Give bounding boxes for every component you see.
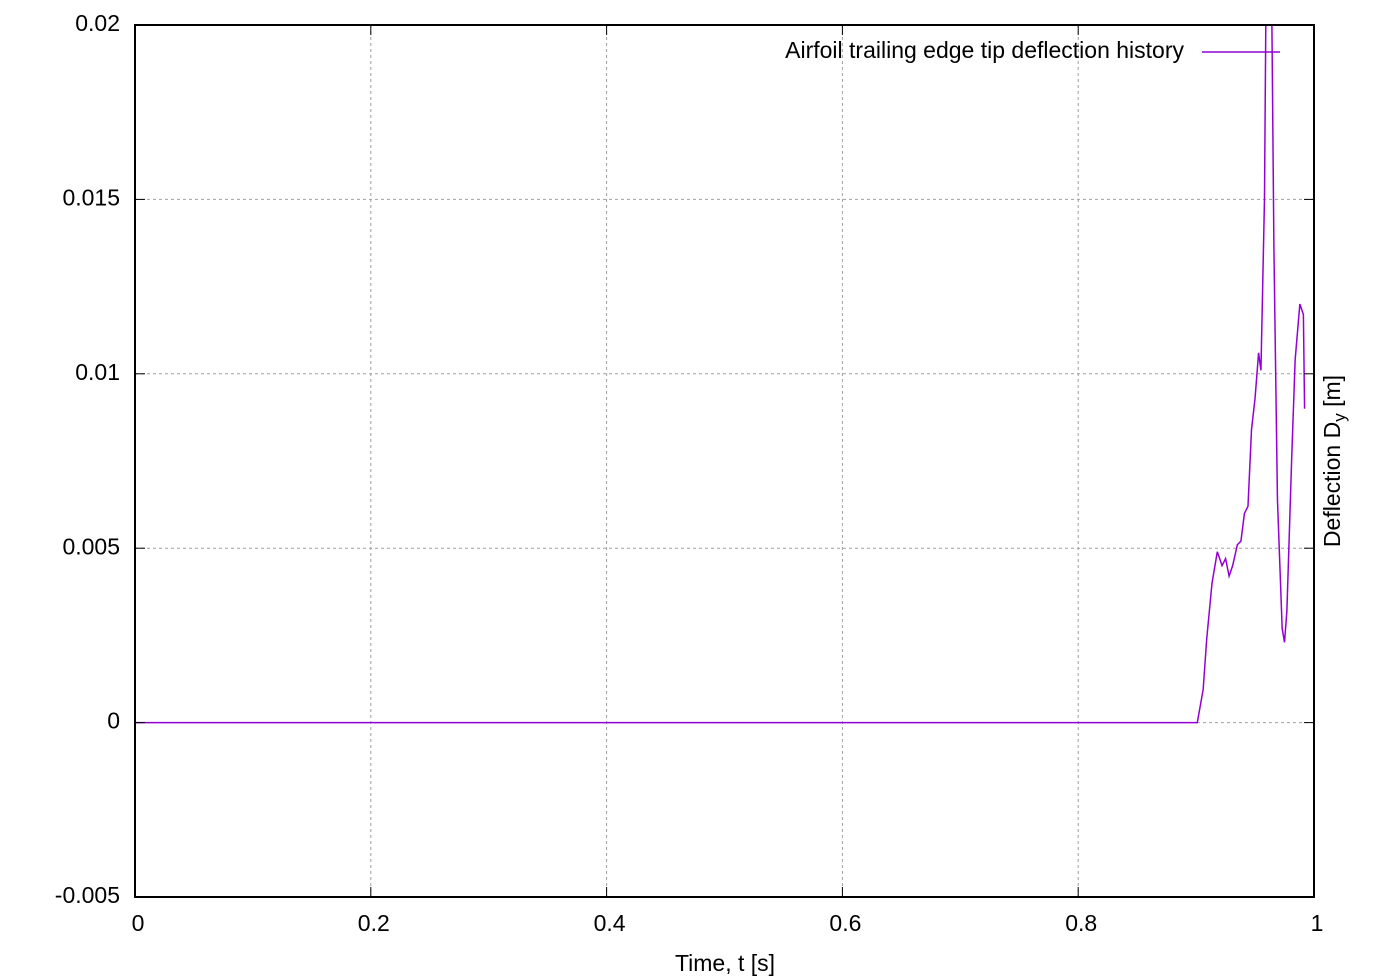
axes: -0.005 0 0.005 0.01 0.015 0.02 0 0.2 0.4 0.6 0.8 1 (55, 10, 1324, 936)
x-tick-label: 0.8 (1065, 910, 1097, 936)
x-tick-label: 0.6 (829, 910, 861, 936)
x-axis-label: Time, t [s] (675, 950, 775, 976)
y-label-unit: [m] (1319, 375, 1345, 413)
y-tick-label: -0.005 (55, 882, 120, 908)
x-tick-label: 0.2 (358, 910, 390, 936)
plot-frame (134, 24, 1315, 898)
y-tick-label: 0.005 (62, 533, 120, 559)
y-tick-label: 0.02 (75, 10, 120, 36)
x-tick-label: 0 (132, 910, 145, 936)
y-label-main: Deflection D (1319, 422, 1345, 547)
grid (134, 24, 1315, 898)
data-line (135, 25, 1306, 724)
y-tick-label: 0.015 (62, 184, 120, 210)
y-axis-label: Deflection Dy [m] (1319, 375, 1349, 547)
x-tick-label: 1 (1311, 910, 1324, 936)
legend: Airfoil trailing edge tip deflection his… (785, 37, 1280, 63)
x-tick-label: 0.4 (594, 910, 626, 936)
plot-area (135, 25, 1306, 724)
y-label-subscript: y (1330, 413, 1349, 422)
y-tick-label: 0.01 (75, 359, 120, 385)
legend-label: Airfoil trailing edge tip deflection his… (785, 37, 1184, 63)
y-tick-label: 0 (107, 708, 120, 734)
